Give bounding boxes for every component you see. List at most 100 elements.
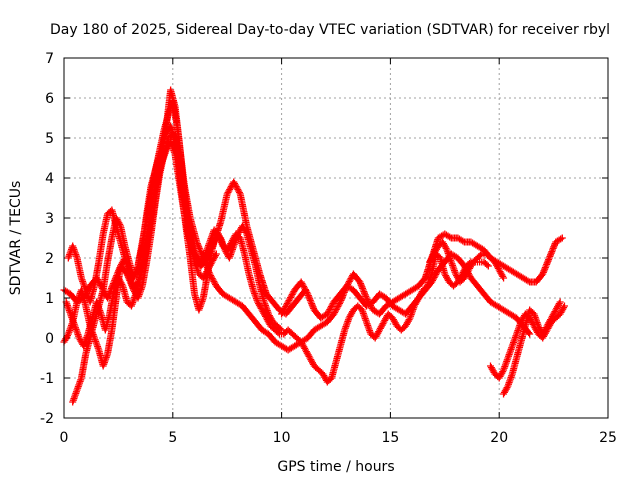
data-point xyxy=(235,189,243,196)
data-point xyxy=(461,264,469,271)
data-point xyxy=(242,228,250,236)
data-point xyxy=(543,260,551,268)
axis-ticks: 0 5 10 15 20 25 -2 -1 0 1 2 3 4 5 6 7 xyxy=(40,51,617,446)
data-point xyxy=(499,272,507,280)
data-point xyxy=(333,304,341,312)
data-point xyxy=(460,262,468,270)
x-tick-label-4: 20 xyxy=(490,430,508,446)
data-point xyxy=(476,251,484,259)
data-point xyxy=(196,246,204,254)
data-point xyxy=(357,280,365,288)
data-point xyxy=(299,281,307,289)
y-tick-label-9: 7 xyxy=(45,51,54,67)
data-point xyxy=(328,301,336,309)
data-point xyxy=(211,279,219,287)
data-point xyxy=(324,309,332,316)
data-point xyxy=(287,292,295,300)
data-point xyxy=(483,261,491,269)
data-point xyxy=(429,275,437,283)
data-point xyxy=(223,190,231,198)
y-tick-label-2: 0 xyxy=(45,331,54,347)
data-point xyxy=(442,244,450,252)
data-point xyxy=(550,243,558,251)
data-point xyxy=(306,296,314,304)
data-point xyxy=(433,269,441,277)
data-point xyxy=(544,257,552,265)
data-point xyxy=(555,300,563,308)
data-point xyxy=(225,187,233,195)
data-point xyxy=(304,292,312,300)
data-point xyxy=(118,280,126,288)
data-point xyxy=(430,274,438,281)
data-point xyxy=(557,235,565,243)
data-point xyxy=(224,189,232,196)
data-point xyxy=(287,294,295,301)
data-point xyxy=(357,281,365,289)
y-tick-label-6: 4 xyxy=(45,171,54,187)
data-point xyxy=(232,183,240,190)
data-point xyxy=(332,306,340,313)
data-point xyxy=(284,298,292,306)
data-point xyxy=(298,280,306,287)
data-point xyxy=(323,310,331,318)
data-point xyxy=(545,254,553,262)
data-point xyxy=(358,283,366,291)
data-point xyxy=(362,292,370,300)
data-point xyxy=(233,184,241,192)
data-point xyxy=(234,186,242,193)
data-point xyxy=(405,316,413,324)
x-axis-label: GPS time / hours xyxy=(277,459,394,475)
data-point xyxy=(235,187,243,195)
data-point xyxy=(278,310,286,318)
data-point xyxy=(558,234,566,242)
data-point xyxy=(193,240,201,248)
data-point xyxy=(209,276,217,284)
data-point xyxy=(283,300,291,307)
data-point xyxy=(274,329,282,337)
data-point xyxy=(226,184,234,192)
data-point xyxy=(327,303,335,310)
data-point xyxy=(305,293,313,301)
data-point xyxy=(297,278,305,286)
data-point xyxy=(63,332,71,340)
data-point xyxy=(327,304,335,312)
data-point xyxy=(303,289,311,296)
series-track-9 xyxy=(426,238,508,286)
data-point xyxy=(197,248,205,256)
x-tick-label-2: 10 xyxy=(273,430,291,446)
data-point xyxy=(337,296,345,304)
data-point xyxy=(346,276,354,284)
data-point xyxy=(195,243,203,251)
data-point xyxy=(429,277,437,284)
data-point xyxy=(361,291,369,299)
data-point xyxy=(282,303,290,310)
data-point xyxy=(539,270,547,278)
data-point xyxy=(556,298,564,306)
data-point xyxy=(330,310,338,318)
data-point xyxy=(210,278,218,285)
data-point xyxy=(336,298,344,306)
y-tick-label-0: -2 xyxy=(40,411,54,427)
data-point xyxy=(428,278,436,286)
x-tick-label-5: 25 xyxy=(599,430,617,446)
data-point xyxy=(432,271,440,278)
data-point xyxy=(542,262,550,270)
data-point xyxy=(307,298,315,306)
data-point xyxy=(195,244,203,252)
data-point xyxy=(543,259,551,267)
data-point xyxy=(336,300,344,307)
data-point xyxy=(431,272,439,280)
data-point xyxy=(326,306,334,313)
data-point xyxy=(116,220,124,228)
data-point xyxy=(309,303,317,311)
data-point xyxy=(286,295,294,303)
data-point xyxy=(282,301,290,309)
data-point xyxy=(526,330,534,338)
data-point xyxy=(331,307,339,315)
chart-title: Day 180 of 2025, Sidereal Day-to-day VTE… xyxy=(50,22,610,38)
y-tick-label-4: 2 xyxy=(45,251,54,267)
y-tick-label-3: 1 xyxy=(45,291,54,307)
data-point xyxy=(231,180,239,187)
data-point xyxy=(503,384,511,392)
